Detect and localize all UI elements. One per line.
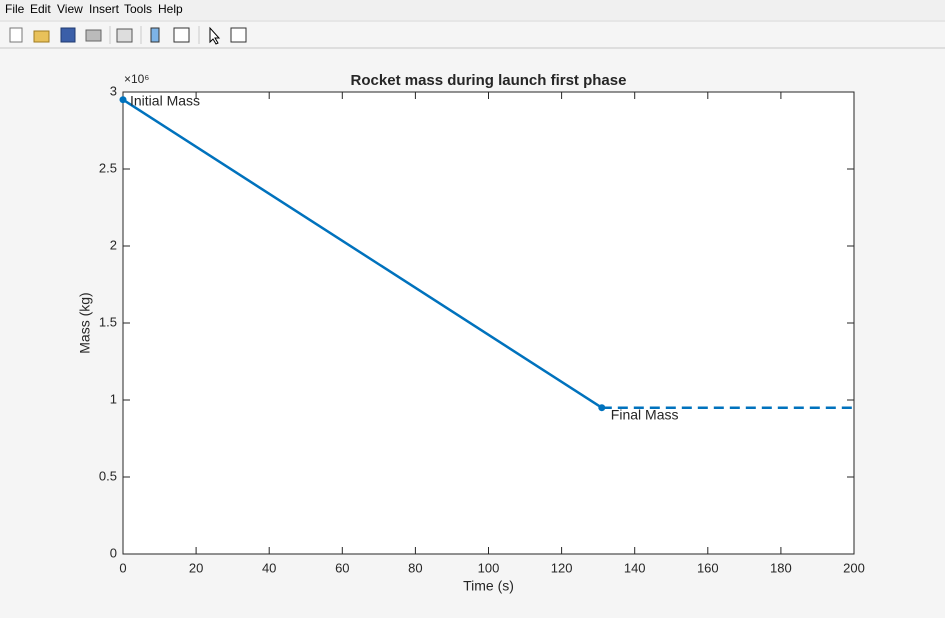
menu-item[interactable]: View: [57, 2, 83, 16]
x-axis-label: Time (s): [463, 578, 514, 594]
new-icon[interactable]: [9, 27, 23, 43]
x-tick-label: 140: [624, 560, 646, 575]
x-tick-label: 0: [119, 560, 126, 575]
menu-item[interactable]: Help: [158, 2, 183, 16]
x-tick-label: 20: [189, 560, 203, 575]
axes-box: [122, 91, 855, 555]
colorbar-icon[interactable]: [150, 27, 160, 43]
toolbar-icons: [9, 26, 247, 45]
x-tick-label: 160: [697, 560, 719, 575]
x-tick-label: 40: [262, 560, 276, 575]
plot-area: [123, 92, 854, 554]
menu-item[interactable]: Insert: [89, 2, 120, 16]
y-axis-label: Mass (kg): [77, 292, 93, 353]
print-preview-icon[interactable]: [116, 28, 133, 43]
y-tick-label: 0: [110, 545, 117, 560]
point-annotation: Final Mass: [611, 406, 679, 422]
data-line: [122, 98, 603, 409]
y-exponent-label: ×10⁶: [124, 72, 149, 86]
x-tick-label: 60: [335, 560, 349, 575]
x-tick-label: 120: [551, 560, 573, 575]
print-icon[interactable]: [85, 29, 102, 42]
y-tick-label: 3: [110, 83, 117, 98]
y-tick-label: 2: [110, 237, 117, 252]
x-tick-label: 200: [843, 560, 865, 575]
property-editor-icon[interactable]: [230, 27, 247, 43]
x-tick-label: 180: [770, 560, 792, 575]
y-tick-label: 1.5: [99, 314, 117, 329]
point-annotation: Initial Mass: [130, 92, 200, 108]
menu-bar: [0, 0, 945, 20]
save-icon[interactable]: [60, 27, 76, 43]
y-tick-label: 2.5: [99, 160, 117, 175]
x-tick-label: 100: [478, 560, 500, 575]
toolbar: [0, 21, 945, 48]
y-tick-label: 1: [110, 391, 117, 406]
menu-item[interactable]: Tools: [124, 2, 152, 16]
edit-plot-icon[interactable]: [209, 26, 221, 45]
open-icon[interactable]: [33, 30, 50, 43]
y-tick-label: 0.5: [99, 468, 117, 483]
legend-icon[interactable]: [173, 27, 190, 43]
chart-title: Rocket mass during launch first phase: [351, 72, 627, 89]
menu-item[interactable]: File: [5, 2, 25, 16]
x-tick-label: 80: [408, 560, 422, 575]
data-marker: [119, 96, 127, 104]
menu-item[interactable]: Edit: [30, 2, 51, 16]
